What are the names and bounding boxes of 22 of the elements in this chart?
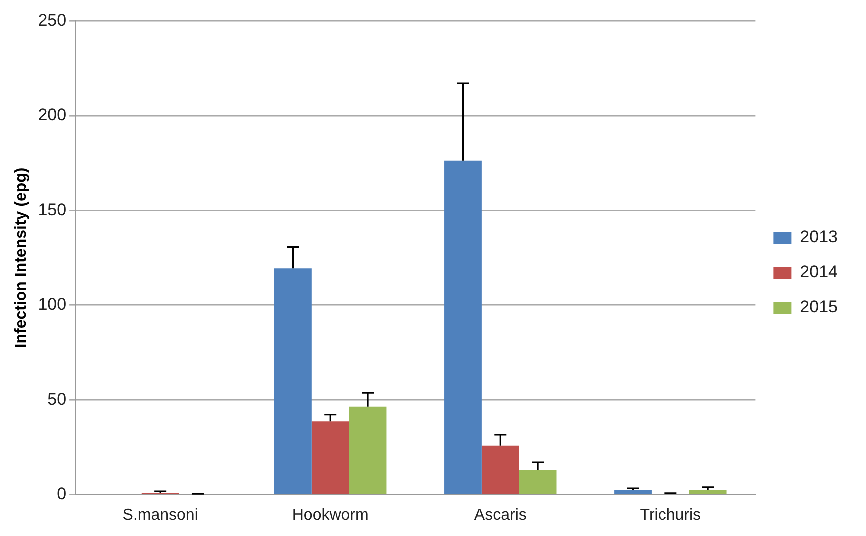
bar [444, 160, 482, 494]
y-tick-label: 50 [48, 390, 67, 409]
y-tick-label: 200 [38, 106, 67, 125]
legend-label: 2015 [800, 298, 838, 317]
y-tick-label: 100 [38, 295, 67, 314]
x-tick-label: S.mansoni [122, 506, 198, 524]
legend-label: 2013 [800, 228, 838, 247]
x-tick-label: Ascaris [474, 506, 527, 524]
y-axis-title: Infection Intensity (epg) [13, 168, 30, 348]
bar [689, 490, 727, 494]
x-tick-label: Hookworm [292, 506, 369, 524]
x-tick-label: Trichuris [640, 506, 702, 524]
bar [482, 446, 520, 494]
y-tick-label: 250 [38, 10, 67, 30]
bar [519, 470, 557, 494]
legend-label: 2014 [800, 262, 838, 282]
y-tick-label: 0 [57, 484, 67, 504]
bar [312, 422, 350, 494]
bar [349, 406, 387, 494]
bar [274, 268, 312, 494]
y-tick-label: 150 [38, 200, 67, 220]
bar [614, 490, 652, 494]
